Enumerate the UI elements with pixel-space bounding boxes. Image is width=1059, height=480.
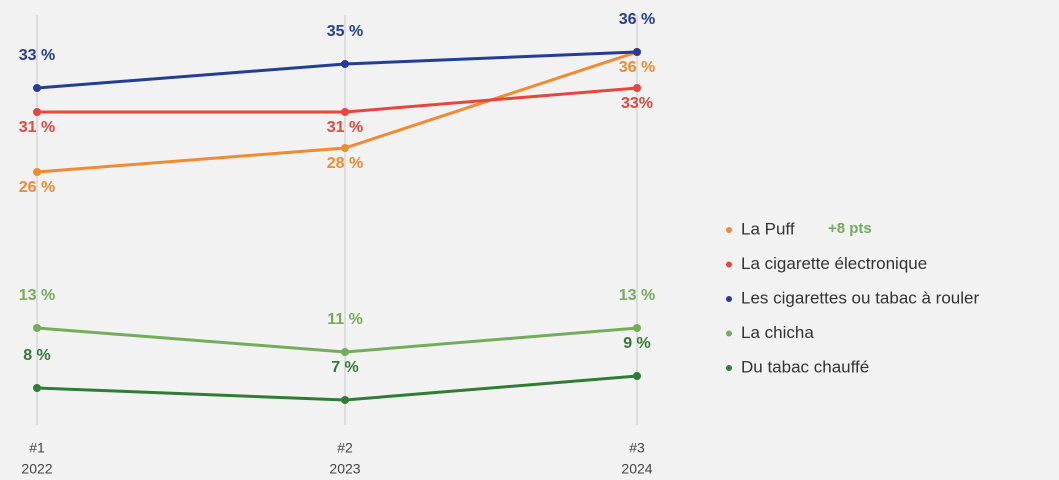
data-point <box>341 144 349 152</box>
legend-label: La cigarette électronique <box>741 254 927 273</box>
annotation: +8 pts <box>828 220 872 237</box>
legend-marker <box>726 330 732 337</box>
data-point <box>341 108 349 116</box>
data-point <box>633 324 641 332</box>
data-label: 11 % <box>327 311 363 328</box>
data-point <box>341 396 349 404</box>
legend-marker <box>726 261 732 268</box>
x-tick-label: #3 <box>629 440 645 456</box>
x-tick-label: #1 <box>29 440 45 456</box>
data-point <box>33 324 41 332</box>
x-tick-label: #2 <box>337 440 353 456</box>
legend-label: La chicha <box>741 323 814 342</box>
data-point <box>633 48 641 56</box>
data-label: 7 % <box>331 359 359 376</box>
data-label: 26 % <box>19 179 55 196</box>
data-point <box>33 384 41 392</box>
data-point <box>33 84 41 92</box>
legend-marker <box>726 365 732 371</box>
data-label: 31 % <box>19 119 55 136</box>
data-label: 35 % <box>327 23 363 40</box>
data-point <box>33 168 41 176</box>
data-label: 8 % <box>23 347 51 364</box>
data-label: 9 % <box>623 335 651 352</box>
x-tick-sublabel: 2022 <box>21 461 52 477</box>
series-line <box>36 374 638 402</box>
legend-marker <box>726 227 732 233</box>
data-label: 31 % <box>327 119 363 136</box>
series-line <box>37 86 638 114</box>
data-point <box>633 84 641 92</box>
x-tick-sublabel: 2023 <box>329 461 360 477</box>
x-tick-sublabel: 2024 <box>621 461 652 477</box>
data-point <box>633 372 641 380</box>
series-line <box>36 326 638 354</box>
data-label: 13 % <box>619 287 655 304</box>
data-label: 13 % <box>19 287 55 304</box>
data-label: 33 % <box>19 47 55 64</box>
data-label: 33% <box>621 95 653 112</box>
data-point <box>341 348 349 356</box>
data-point <box>33 108 41 116</box>
legend-label: Du tabac chauffé <box>741 357 869 376</box>
legend-label: Les cigarettes ou tabac à rouler <box>741 288 979 307</box>
data-label: 36 % <box>619 11 655 28</box>
legend-label: La Puff <box>741 219 795 238</box>
data-label: 28 % <box>327 155 363 172</box>
legend-marker <box>726 296 732 302</box>
data-point <box>341 60 349 68</box>
data-label: 36 % <box>619 59 655 76</box>
